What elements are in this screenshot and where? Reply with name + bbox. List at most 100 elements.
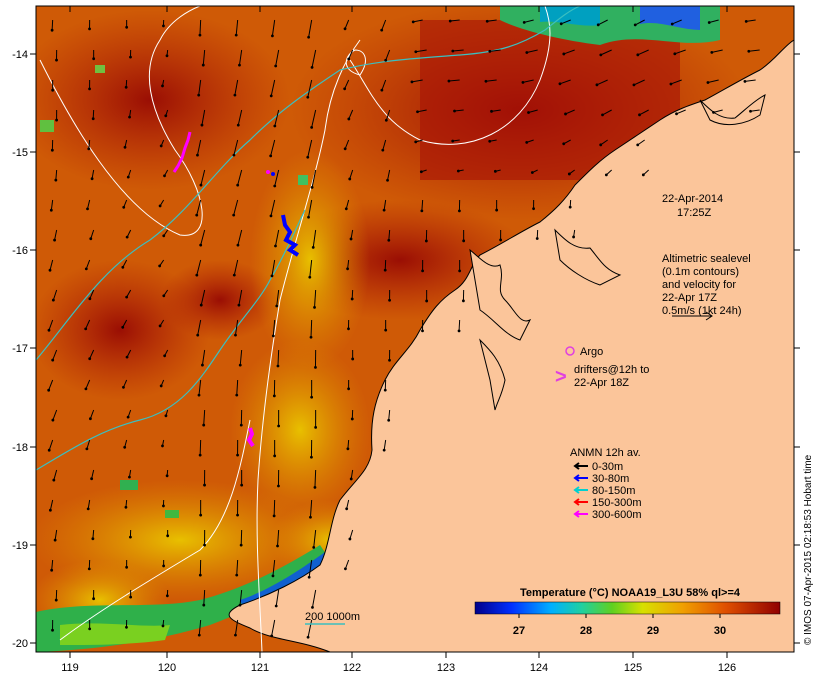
velocity-arrow-head — [199, 34, 202, 37]
velocity-arrow-head — [275, 605, 278, 608]
velocity-arrow-head — [345, 507, 348, 510]
velocity-arrow-head — [384, 389, 387, 392]
velocity-arrow-head — [272, 574, 275, 577]
velocity-arrow-head — [449, 20, 452, 23]
velocity-arrow-head — [161, 85, 164, 88]
velocity-arrow-head — [51, 89, 54, 92]
velocity-arrow-head — [125, 506, 128, 509]
velocity-arrow-head — [488, 50, 491, 53]
velocity-arrow-head — [129, 536, 132, 539]
velocity-arrow-head — [462, 239, 465, 242]
drifter-legend-line1: drifters@12h to — [574, 364, 649, 376]
velocity-arrow-head — [201, 124, 204, 127]
velocity-arrow-head — [196, 154, 199, 157]
velocity-arrow-head — [90, 477, 93, 480]
velocity-arrow-head — [347, 58, 350, 61]
velocity-arrow-head — [121, 326, 124, 329]
velocity-arrow-head — [559, 82, 562, 85]
velocity-arrow-head — [199, 244, 202, 247]
velocity-arrow-head — [310, 396, 313, 399]
velocity-arrow-head — [240, 544, 243, 547]
velocity-arrow-head — [195, 214, 198, 217]
velocity-arrow-head — [349, 538, 352, 541]
velocity-arrow-head — [274, 245, 277, 248]
velocity-arrow-head — [745, 20, 748, 23]
velocity-arrow-head — [531, 171, 534, 174]
velocity-arrow-head — [239, 604, 242, 607]
velocity-arrow-head — [344, 567, 347, 570]
velocity-arrow-head — [351, 298, 354, 301]
velocity-arrow-head — [347, 327, 350, 330]
velocity-arrow-head — [421, 270, 424, 273]
velocity-arrow-head — [457, 170, 460, 173]
colorbar-tick-label: 30 — [714, 625, 726, 637]
velocity-arrow-head — [634, 23, 637, 26]
velocity-arrow-head — [51, 359, 54, 362]
velocity-arrow-head — [122, 206, 125, 209]
svg-text:0.5m/s (1kt 24h): 0.5m/s (1kt 24h) — [662, 305, 741, 317]
colorbar-tick-label: 27 — [513, 625, 525, 637]
velocity-arrow-head — [234, 634, 237, 637]
svg-text:Altimetric sealevel: Altimetric sealevel — [662, 253, 751, 265]
velocity-arrow-head — [159, 325, 162, 328]
x-tick-label: 126 — [718, 662, 736, 674]
velocity-arrow-head — [88, 357, 91, 360]
velocity-arrow-head — [420, 210, 423, 213]
velocity-arrow-head — [562, 142, 565, 145]
velocity-arrow-head — [127, 176, 130, 179]
velocity-arrow-head — [384, 329, 387, 332]
velocity-arrow-head — [89, 237, 92, 240]
velocity-arrow-head — [307, 36, 310, 39]
velocity-arrow-head — [275, 305, 278, 308]
sst-map: 119 120 121 122 123 124 125 126 -14-15-16-17-18… — [0, 0, 820, 680]
velocity-arrow-head — [311, 186, 314, 189]
velocity-arrow-head — [49, 509, 52, 512]
x-tick-label: 125 — [624, 662, 642, 674]
velocity-arrow-head — [453, 110, 456, 113]
velocity-arrow-head — [160, 145, 163, 148]
drifter-point-blue — [271, 172, 275, 176]
velocity-arrow-head — [343, 87, 346, 90]
velocity-arrow-head — [308, 276, 311, 279]
velocity-arrow-head — [744, 80, 747, 83]
velocity-arrow-head — [92, 597, 95, 600]
velocity-arrow-head — [85, 447, 88, 450]
velocity-arrow-head — [414, 140, 417, 143]
velocity-arrow-head — [129, 596, 132, 599]
velocity-arrow-head — [384, 59, 387, 62]
velocity-arrow-head — [122, 386, 125, 389]
velocity-arrow-head — [421, 330, 424, 333]
velocity-arrow-head — [388, 299, 391, 302]
velocity-arrow-head — [273, 125, 276, 128]
velocity-arrow-head — [420, 170, 423, 173]
velocity-arrow-head — [198, 394, 201, 397]
velocity-arrow-head — [560, 22, 563, 25]
velocity-arrow-head — [128, 476, 131, 479]
velocity-arrow-head — [380, 89, 383, 92]
anmn-legend-label: 300-600m — [592, 509, 642, 521]
svg-text:22-Apr 17Z: 22-Apr 17Z — [662, 292, 717, 304]
velocity-arrow-head — [605, 173, 608, 176]
velocity-arrow-head — [238, 64, 241, 67]
velocity-arrow-head — [490, 110, 493, 113]
velocity-arrow-head — [568, 173, 571, 176]
velocity-arrow-head — [348, 178, 351, 181]
velocity-arrow-head — [237, 244, 240, 247]
y-tick-label: -20 — [12, 638, 28, 650]
velocity-arrow-head — [126, 356, 129, 359]
velocity-arrow-head — [462, 299, 465, 302]
velocity-arrow-head — [92, 57, 95, 60]
velocity-arrow-head — [273, 185, 276, 188]
velocity-arrow-head — [270, 634, 273, 637]
x-tick-label: 119 — [61, 662, 79, 674]
velocity-arrow-head — [351, 358, 354, 361]
velocity-arrow-head — [51, 149, 54, 152]
velocity-arrow-head — [383, 449, 386, 452]
velocity-arrow-head — [55, 119, 58, 122]
velocity-arrow-head — [346, 267, 349, 270]
colorbar-title: Temperature (°C) NOAA19_L3U 58% ql>=4 — [520, 587, 741, 599]
velocity-arrow-head — [425, 300, 428, 303]
velocity-arrow-head — [165, 414, 168, 417]
velocity-arrow-head — [125, 626, 128, 629]
anmn-legend-label: 30-80m — [592, 473, 629, 485]
